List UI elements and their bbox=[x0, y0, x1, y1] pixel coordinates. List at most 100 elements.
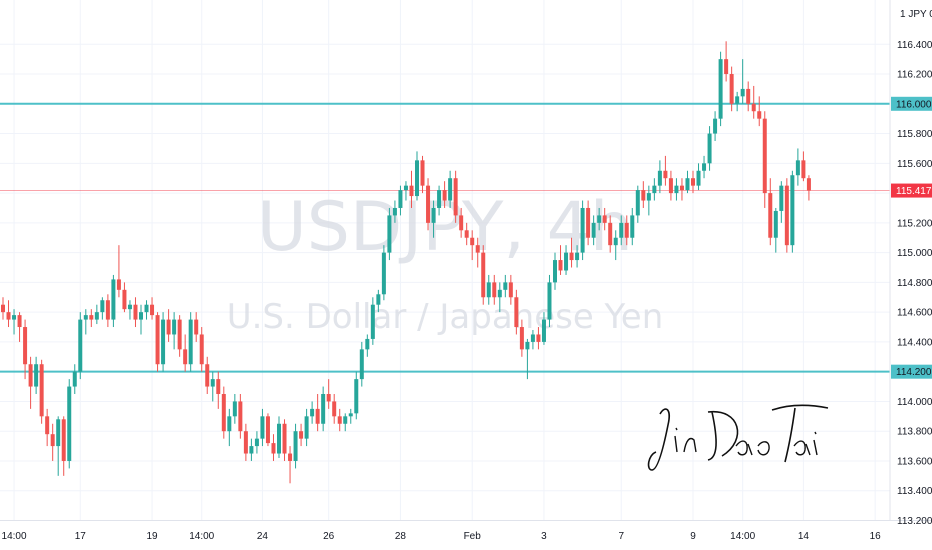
candle bbox=[254, 431, 259, 454]
candle-body bbox=[806, 178, 811, 191]
candle-body bbox=[724, 59, 729, 75]
price-tick-label: 113.400 bbox=[897, 486, 932, 497]
candle-body bbox=[116, 279, 121, 290]
price-tick-label: 113.200 bbox=[897, 516, 932, 527]
time-axis-labels[interactable]: 14:00 17 19 14:00 24 26 28 Feb 3 7 9 14:00 14 16 bbox=[2, 531, 882, 542]
time-tick-label: 14 bbox=[798, 531, 810, 542]
candle bbox=[420, 155, 425, 194]
candle-body bbox=[801, 160, 806, 179]
price-tick-label: 114.600 bbox=[897, 308, 932, 319]
candle bbox=[431, 200, 436, 238]
candle-body bbox=[608, 222, 613, 246]
candle-body bbox=[288, 453, 293, 461]
candle-body bbox=[6, 312, 11, 320]
candle-body bbox=[464, 230, 469, 238]
candle bbox=[564, 245, 569, 275]
candle bbox=[464, 222, 469, 246]
candle-body bbox=[321, 394, 326, 424]
candle-body bbox=[111, 279, 116, 320]
candle-body bbox=[139, 312, 143, 320]
candle-body bbox=[624, 222, 629, 238]
candle-body bbox=[150, 304, 155, 316]
candle-body bbox=[370, 304, 375, 339]
signature bbox=[647, 404, 829, 471]
candle-body bbox=[453, 178, 458, 216]
candle-body bbox=[183, 349, 188, 365]
candle-body bbox=[663, 170, 668, 179]
candle bbox=[392, 200, 397, 223]
candle-body bbox=[271, 443, 276, 454]
candle bbox=[707, 126, 712, 171]
last-price-badge-label: 115.417 bbox=[896, 186, 932, 197]
candle-body bbox=[713, 118, 718, 134]
candle-body bbox=[757, 111, 762, 119]
candle bbox=[337, 408, 342, 432]
candle bbox=[757, 96, 762, 127]
currency-badge[interactable]: 1 JPY 0 bbox=[900, 9, 932, 20]
candle-body bbox=[497, 289, 502, 298]
candle-body bbox=[426, 185, 431, 223]
candle bbox=[806, 175, 811, 201]
candle bbox=[277, 416, 281, 458]
candle-body bbox=[674, 185, 679, 194]
candle bbox=[376, 289, 381, 313]
candle-body bbox=[679, 185, 684, 191]
candle bbox=[288, 446, 293, 484]
candle bbox=[453, 170, 458, 223]
candle-body bbox=[199, 334, 204, 365]
price-axis-background[interactable] bbox=[890, 0, 932, 550]
candle-body bbox=[227, 416, 232, 432]
candle bbox=[144, 300, 149, 320]
candle bbox=[166, 309, 171, 342]
candle bbox=[111, 274, 116, 328]
candle-body bbox=[133, 304, 138, 320]
candle-body bbox=[127, 304, 132, 310]
candle bbox=[359, 341, 364, 387]
candle bbox=[78, 312, 83, 380]
candle-body bbox=[503, 282, 508, 290]
candle-body bbox=[221, 394, 226, 432]
candle bbox=[558, 245, 563, 275]
candle-body bbox=[45, 416, 50, 435]
candle-body bbox=[304, 416, 309, 439]
candle bbox=[801, 151, 806, 182]
time-tick-label: 14:00 bbox=[189, 531, 214, 542]
candle bbox=[486, 274, 491, 305]
candle bbox=[282, 419, 287, 461]
candle bbox=[133, 297, 138, 328]
candle bbox=[354, 371, 359, 420]
candle bbox=[508, 274, 513, 305]
level-badge-label: 114.200 bbox=[896, 367, 932, 378]
candle-body bbox=[492, 282, 497, 298]
time-tick-label: 7 bbox=[618, 531, 624, 542]
candle-body bbox=[23, 327, 28, 365]
candle-body bbox=[243, 431, 248, 454]
candle-body bbox=[437, 190, 442, 208]
candle bbox=[227, 408, 232, 447]
candle-body bbox=[569, 252, 574, 261]
time-tick-label: 26 bbox=[323, 531, 335, 542]
candle-body bbox=[508, 282, 513, 298]
candle-body bbox=[354, 379, 359, 414]
candle bbox=[442, 181, 447, 208]
candle bbox=[387, 207, 392, 261]
price-tick-label: 115.800 bbox=[897, 129, 932, 140]
candle-body bbox=[541, 319, 546, 342]
candle-body bbox=[398, 190, 403, 208]
candle-body bbox=[381, 252, 386, 295]
time-tick-label: 28 bbox=[395, 531, 407, 542]
candle-body bbox=[326, 394, 331, 402]
candle-body bbox=[315, 408, 320, 424]
time-tick-label: 3 bbox=[541, 531, 547, 542]
time-tick-label: Feb bbox=[464, 531, 482, 542]
price-tick-label: 115.000 bbox=[897, 248, 932, 259]
candle bbox=[497, 282, 502, 313]
candle bbox=[50, 423, 55, 461]
candle-body bbox=[28, 364, 33, 387]
candle-body bbox=[519, 327, 524, 350]
candle-body bbox=[652, 185, 657, 194]
horizontal-levels[interactable] bbox=[0, 102, 890, 373]
candle bbox=[127, 300, 132, 320]
candle bbox=[177, 315, 182, 357]
